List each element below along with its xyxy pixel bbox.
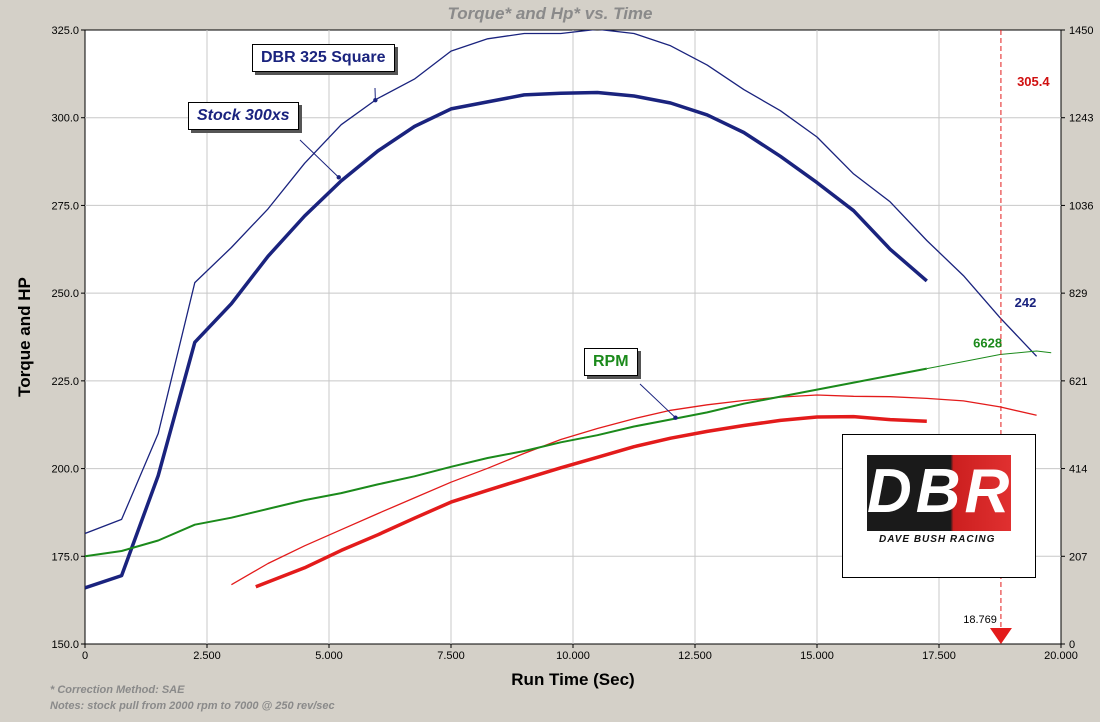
x-tick-label: 12.500 [678, 650, 712, 662]
x-tick-label: 7.500 [437, 650, 465, 662]
y2-tick-label: 621 [1069, 376, 1087, 388]
stock-300xs-callout: Stock 300xs [188, 102, 299, 130]
dbr-325-square-callout: DBR 325 Square [252, 44, 395, 72]
y-tick-label: 300.0 [51, 113, 79, 125]
logo-letters: DBR [867, 457, 1014, 526]
y2-tick-label: 1243 [1069, 113, 1093, 125]
time-marker-arrow [989, 628, 1012, 644]
y-tick-label: 150.0 [51, 639, 79, 651]
y-axis-label: Torque and HP [15, 277, 34, 397]
correction-method-note: * Correction Method: SAE [50, 684, 185, 696]
stock-300xs-line [85, 90, 928, 590]
y-tick-label: 250.0 [51, 288, 79, 300]
rpm-callout-leader-arrowhead [673, 415, 678, 420]
y2-tick-label: 1450 [1069, 25, 1093, 37]
chart-title: Torque* and Hp* vs. Time [447, 4, 653, 23]
value-label: 6628 [973, 336, 1002, 351]
logo-subtitle: DAVE BUSH RACING [879, 534, 996, 545]
time-marker-label: 18.769 [963, 614, 997, 626]
x-tick-label: 0 [82, 650, 88, 662]
x-tick-label: 17.500 [922, 650, 956, 662]
x-tick-label: 15.000 [800, 650, 834, 662]
y-tick-label: 325.0 [51, 25, 79, 37]
x-tick-label: 5.000 [315, 650, 343, 662]
rpm-line [85, 367, 927, 558]
logo-letters-background [867, 455, 1011, 531]
rpm-callout-leader [639, 383, 676, 419]
y2-tick-label: 414 [1069, 464, 1087, 476]
rpm-callout: RPM [584, 348, 638, 376]
y-tick-label: 175.0 [51, 551, 79, 563]
y-tick-label: 225.0 [51, 376, 79, 388]
y-tick-label: 200.0 [51, 464, 79, 476]
stock-callout-leader [299, 139, 340, 178]
pull-notes: Notes: stock pull from 2000 rpm to 7000 … [50, 700, 335, 712]
x-tick-label: 20.000 [1044, 650, 1078, 662]
x-tick-label: 10.000 [556, 650, 590, 662]
y-tick-label: 275.0 [51, 200, 79, 212]
value-label: 242 [1015, 295, 1037, 310]
y2-tick-label: 1036 [1069, 200, 1093, 212]
stock-300xs-hp-line [255, 414, 927, 589]
dbr-325-square-hp-line [231, 394, 1037, 586]
y2-tick-label: 829 [1069, 288, 1087, 300]
footnotes: * Correction Method: SAE Notes: stock pu… [50, 682, 335, 714]
dbr-callout-leader-arrowhead [373, 97, 378, 103]
dbr-logo: DBR DAVE BUSH RACING [842, 434, 1036, 578]
x-tick-label: 2.500 [193, 650, 221, 662]
value-label: 305.4 [1017, 74, 1050, 89]
x-axis-label: Run Time (Sec) [511, 670, 634, 689]
y2-tick-label: 207 [1069, 551, 1087, 563]
dbr-325-square-line [85, 30, 1038, 535]
rpm-dbr-line [926, 350, 1052, 370]
y2-tick-label: 0 [1069, 639, 1075, 651]
stock-callout-leader-arrowhead [336, 175, 341, 180]
